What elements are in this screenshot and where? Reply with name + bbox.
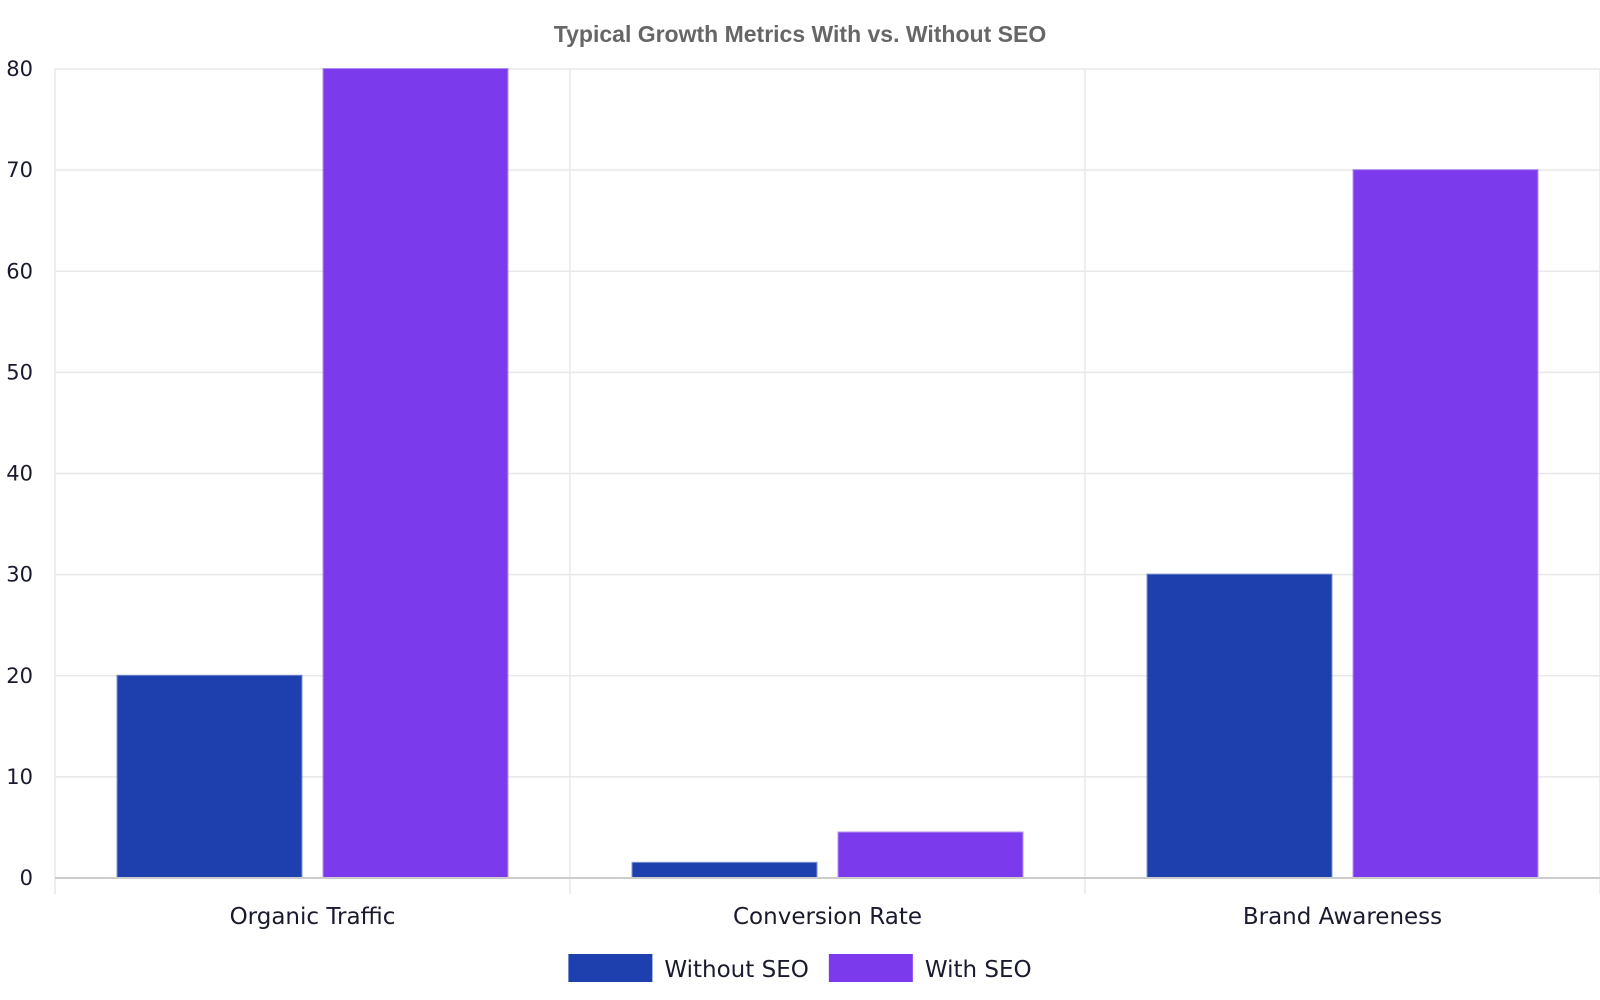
bar <box>1352 169 1539 879</box>
y-tick-label: 70 <box>6 158 33 182</box>
axes: 0 10 20 30 40 50 60 70 80 Organic Traffic Conversi… <box>6 57 1600 930</box>
bar <box>116 674 303 879</box>
legend-label: With SEO <box>925 957 1032 983</box>
bars <box>116 68 1539 880</box>
legend: Without SEO With SEO <box>568 954 1032 983</box>
x-tick-label: Conversion Rate <box>733 904 922 930</box>
x-tick-label: Organic Traffic <box>230 904 396 930</box>
y-tick-label: 80 <box>6 57 33 81</box>
bar <box>631 861 818 879</box>
y-tick-label: 50 <box>6 360 33 384</box>
y-tick-label: 60 <box>6 259 33 283</box>
bar <box>322 68 509 879</box>
legend-label: Without SEO <box>664 957 808 983</box>
bar <box>837 831 1024 880</box>
chart-title: Typical Growth Metrics With vs. Without … <box>554 21 1046 47</box>
legend-swatch <box>568 954 653 982</box>
y-tick-label: 20 <box>6 664 33 688</box>
y-tick-label: 30 <box>6 563 33 587</box>
grid <box>54 68 1600 894</box>
y-tick-label: 10 <box>6 765 33 789</box>
legend-swatch <box>828 954 913 982</box>
y-tick-label: 40 <box>6 462 33 486</box>
y-tick-label: 0 <box>20 866 33 890</box>
x-tick-label: Brand Awareness <box>1243 904 1442 930</box>
bar <box>1146 573 1333 879</box>
